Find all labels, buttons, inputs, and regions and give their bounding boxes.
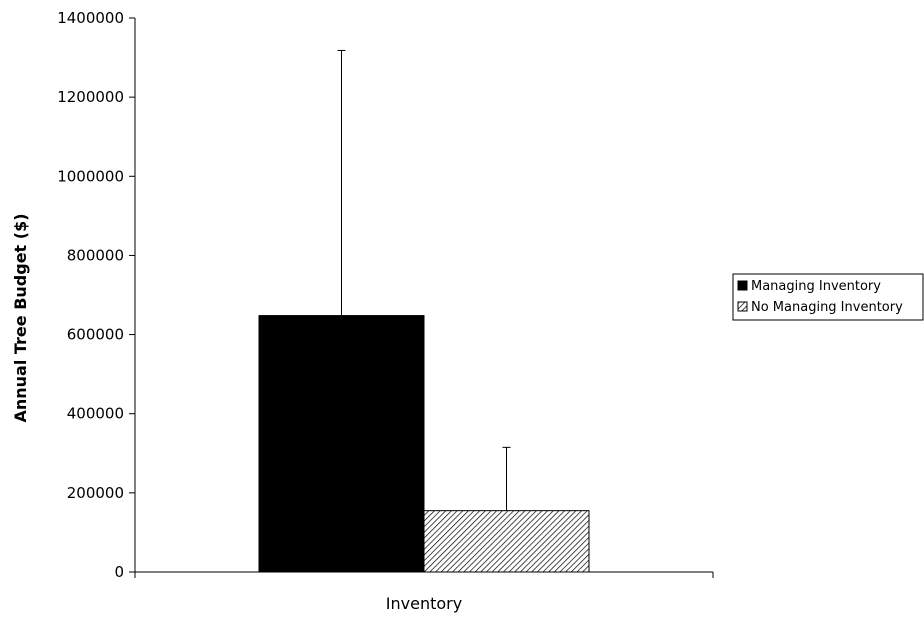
legend-label-managing: Managing Inventory [751, 279, 881, 294]
bar-no-managing-inventory [423, 510, 590, 573]
bar-managing-inventory [258, 315, 425, 573]
error-bars [337, 49, 511, 511]
legend-label-no-managing: No Managing Inventory [751, 300, 903, 315]
legend-swatch-no-managing [737, 301, 748, 312]
legend: Managing Inventory No Managing Inventory [732, 273, 924, 321]
y-tick-label: 800000 [67, 246, 124, 264]
y-tick-label: 1400000 [57, 9, 124, 27]
y-axis-ticks: 0 200000 400000 600000 800000 1000000 1200000 1… [57, 9, 135, 581]
y-tick-label: 200000 [67, 484, 124, 502]
y-axis-title: Annual Tree Budget ($) [11, 213, 30, 422]
x-category-label: Inventory [386, 594, 462, 613]
bars [258, 315, 590, 573]
y-tick-label: 1200000 [57, 88, 124, 106]
legend-frame [732, 273, 924, 321]
y-tick-label: 400000 [67, 405, 124, 423]
y-tick-label: 600000 [67, 326, 124, 344]
y-tick-label: 1000000 [57, 167, 124, 185]
y-tick-label: 0 [114, 563, 124, 581]
legend-swatch-managing [737, 280, 748, 291]
